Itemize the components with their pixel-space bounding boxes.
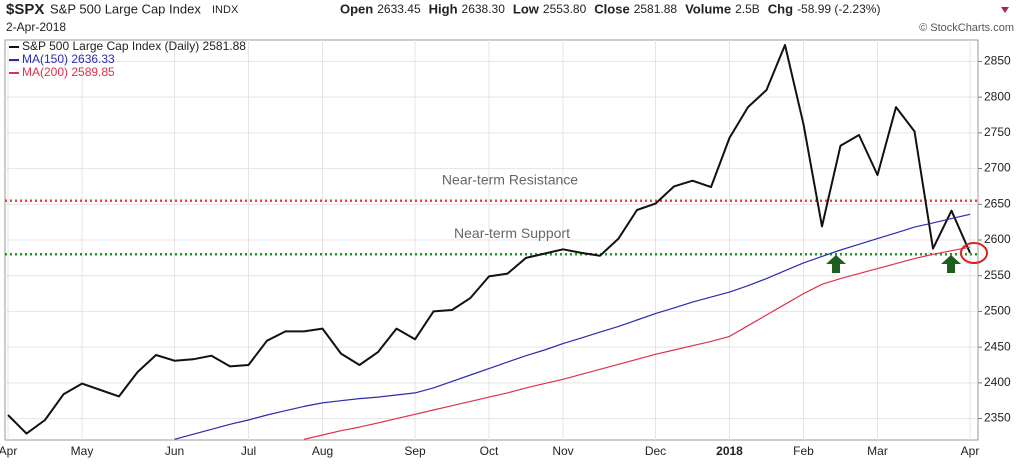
stat-value: 2581.88: [634, 2, 678, 16]
stat-label: Low: [513, 1, 540, 16]
stat-label: Close: [594, 1, 629, 16]
y-tick-label: 2850: [984, 54, 1011, 68]
y-tick-label: 2650: [984, 196, 1011, 210]
symbol: $SPX: [6, 1, 44, 18]
y-tick-label: 2750: [984, 125, 1011, 139]
support-arrow: [941, 255, 961, 273]
stat-label: Volume: [685, 1, 731, 16]
stat-label: Open: [340, 1, 373, 16]
x-tick-label: Nov: [552, 444, 573, 458]
stat-value: 2638.30: [462, 2, 506, 16]
x-tick-label: Mar: [867, 444, 888, 458]
x-tick-label: 2018: [716, 444, 743, 458]
y-tick-label: 2350: [984, 411, 1011, 425]
x-tick-label: Sep: [404, 444, 426, 458]
x-tick-label: Apr: [0, 444, 17, 458]
stats: Open 2633.45 High 2638.30 Low 2553.80 Close 258…: [340, 1, 880, 16]
date: 2-Apr-2018: [6, 20, 66, 34]
down-indicator: [1001, 7, 1009, 13]
stat-value: 2.5B: [735, 2, 760, 16]
x-tick-label: Jun: [165, 444, 184, 458]
credit: © StockCharts.com: [919, 22, 1014, 34]
reference-label: Near-term Support: [454, 225, 570, 241]
x-tick-label: Oct: [480, 444, 499, 458]
y-tick-label: 2800: [984, 89, 1011, 103]
x-tick-label: May: [71, 444, 94, 458]
x-tick-label: Apr: [961, 444, 980, 458]
x-tick-label: Dec: [645, 444, 666, 458]
y-tick-label: 2400: [984, 375, 1011, 389]
exchange: INDX: [212, 4, 239, 16]
series-line: [174, 213, 971, 440]
legend-label: MA(150) 2636.33: [22, 52, 115, 66]
legend-label: MA(200) 2589.85: [22, 65, 115, 79]
stat-value: 2553.80: [543, 2, 587, 16]
series-line: [303, 246, 971, 440]
plot: 2350 2400 2450 2500 2550 2600 2650 2700 2750 2800…: [0, 39, 1011, 458]
legend-label: S&P 500 Large Cap Index (Daily) 2581.88: [22, 39, 246, 53]
y-tick-label: 2600: [984, 232, 1011, 246]
x-tick-label: Jul: [241, 444, 256, 458]
y-tick-label: 2700: [984, 161, 1011, 175]
x-tick-label: Aug: [312, 444, 333, 458]
series-line: [7, 44, 971, 435]
y-tick-label: 2550: [984, 268, 1011, 282]
stat-value: -58.99 (-2.23%): [797, 2, 880, 16]
highlight-circle: [960, 242, 988, 264]
index-name: S&P 500 Large Cap Index: [50, 1, 201, 16]
x-tick-label: Feb: [793, 444, 814, 458]
reference-label: Near-term Resistance: [442, 171, 578, 187]
y-tick-label: 2450: [984, 339, 1011, 353]
stat-label: High: [429, 1, 458, 16]
support-arrow: [826, 255, 846, 273]
y-tick-label: 2500: [984, 304, 1011, 318]
stat-label: Chg: [768, 1, 793, 16]
stat-value: 2633.45: [377, 2, 421, 16]
